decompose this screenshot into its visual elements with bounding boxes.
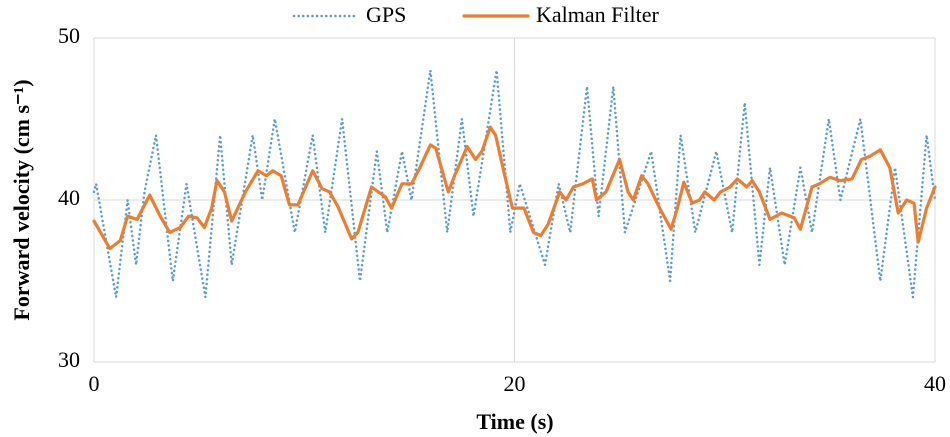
legend-label: GPS <box>366 2 406 27</box>
y-axis-label: Forward velocity (cm s⁻¹) <box>9 79 34 320</box>
series-line <box>92 69 937 299</box>
x-axis-label: Time (s) <box>476 409 553 434</box>
series-line <box>92 125 937 251</box>
y-tick-label: 40 <box>58 185 80 210</box>
x-tick-label: 20 <box>504 371 526 396</box>
legend-label: Kalman Filter <box>536 2 659 27</box>
x-tick-label: 40 <box>924 371 946 396</box>
x-tick-label: 0 <box>89 371 100 396</box>
y-tick-label: 30 <box>58 347 80 372</box>
y-tick-label: 50 <box>58 23 80 48</box>
